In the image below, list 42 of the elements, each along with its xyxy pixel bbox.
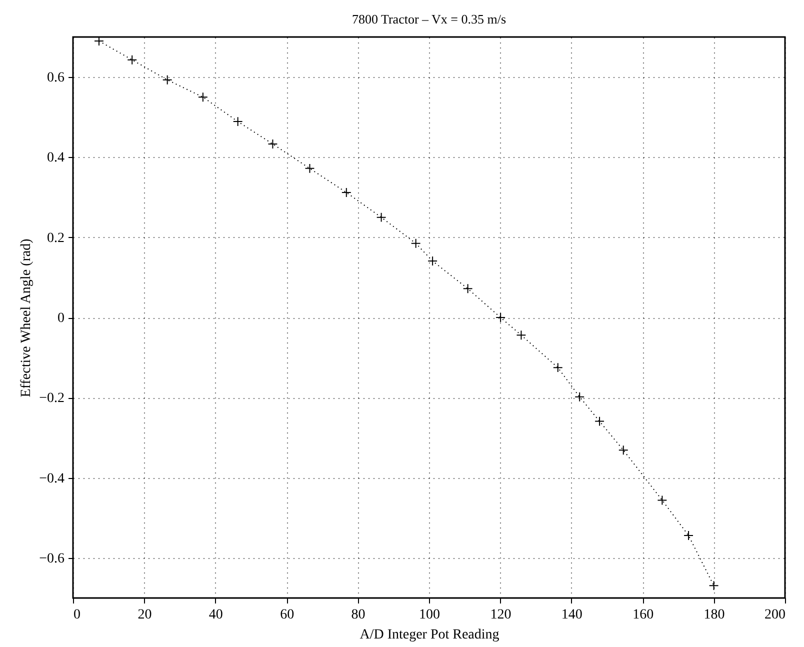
point	[127, 54, 138, 65]
point	[708, 580, 719, 591]
y-tick-label: −0.6	[39, 551, 64, 566]
x-tick-label: 40	[208, 608, 223, 622]
point	[428, 256, 438, 266]
point	[552, 362, 563, 373]
x-tick-label: 140	[561, 608, 582, 622]
point	[594, 416, 604, 426]
point	[574, 392, 585, 402]
y-tick-label: −0.4	[39, 471, 64, 486]
x-tick-label: 160	[632, 608, 654, 622]
point	[684, 530, 694, 540]
x-tick-label: 200	[764, 608, 786, 622]
point	[516, 330, 526, 340]
y-tick-label: 0.2	[47, 230, 64, 246]
point	[268, 139, 278, 149]
point	[198, 92, 208, 102]
point	[162, 74, 172, 85]
x-tick-label: 80	[351, 608, 366, 622]
y-axis-title: Effective Wheel Angle (rad)	[19, 238, 34, 398]
y-tick-label: 0	[58, 311, 64, 326]
x-tick-label: 0	[74, 608, 80, 622]
x-tick-label: 120	[490, 608, 512, 622]
x-axis-title: A/D Integer Pot Reading	[360, 628, 500, 642]
y-tick-label: 0.6	[47, 70, 64, 86]
y-tick-label: −0.2	[39, 391, 64, 406]
point	[232, 116, 243, 127]
point	[462, 284, 473, 294]
x-tick-label: 180	[704, 608, 725, 622]
point	[376, 212, 386, 222]
point	[618, 445, 628, 456]
y-tick-label: 0.4	[47, 150, 64, 166]
x-tick-label: 20	[138, 608, 152, 622]
point	[94, 36, 104, 46]
x-tick-label: 60	[280, 608, 294, 622]
x-tick-label: 100	[419, 608, 440, 622]
point	[304, 163, 315, 174]
point	[657, 495, 668, 506]
point	[341, 188, 352, 198]
point	[410, 238, 421, 248]
point	[496, 312, 506, 322]
chart-title: 7800 Tractor – Vx = 0.35 m/s	[352, 12, 506, 27]
